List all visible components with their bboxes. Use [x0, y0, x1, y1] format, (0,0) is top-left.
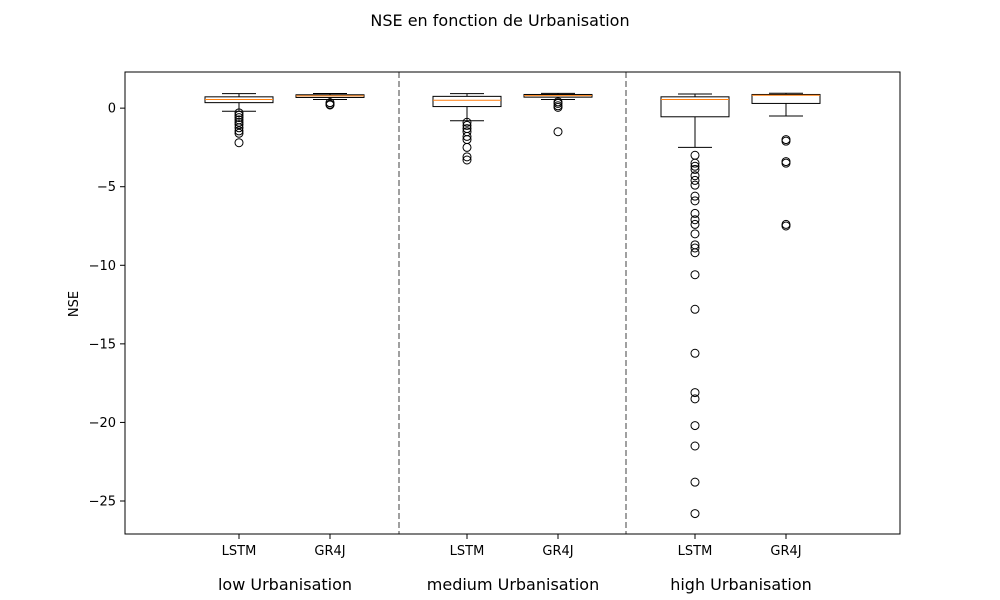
plot-frame	[124, 71, 901, 535]
plot-area: 0 −5 −10 −15 −20 −25 LSTM GR4J low Urbanisation L…	[89, 72, 821, 594]
y-tick-label: 0	[108, 102, 116, 117]
outlier-point	[553, 102, 563, 112]
outlier-point	[690, 196, 700, 206]
outlier-point	[690, 158, 700, 168]
outlier-point	[690, 243, 700, 253]
outlier-point	[234, 117, 244, 127]
outlier-point	[462, 120, 472, 130]
outlier-point	[690, 175, 700, 185]
outlier-point	[690, 215, 700, 225]
outlier-point	[781, 136, 791, 146]
y-tick-label: −15	[89, 337, 116, 352]
outlier-point	[234, 113, 244, 123]
outlier-point	[690, 208, 700, 218]
outlier-point	[690, 164, 700, 174]
outlier-point	[553, 98, 563, 108]
outlier-point	[690, 270, 700, 280]
outlier-point	[690, 421, 700, 431]
outlier-point	[325, 100, 335, 110]
outlier-point	[234, 128, 244, 138]
y-tick-label: −20	[89, 416, 116, 431]
outlier-point	[690, 394, 700, 404]
chart-title: NSE en fonction de Urbanisation	[370, 11, 629, 30]
outlier-point	[234, 138, 244, 148]
group-label: medium Urbanisation	[427, 575, 599, 594]
box-iqr	[432, 95, 502, 108]
group-label: low Urbanisation	[218, 575, 352, 594]
outlier-point	[462, 131, 472, 141]
outlier-point	[690, 219, 700, 229]
outlier-point	[690, 248, 700, 258]
outlier-point	[234, 126, 244, 136]
outlier-point	[690, 477, 700, 487]
outlier-point	[690, 441, 700, 451]
y-tick-label: −10	[89, 259, 116, 274]
x-tick-label: GR4J	[314, 544, 345, 559]
outlier-point	[781, 158, 791, 168]
outlier-point	[462, 117, 472, 127]
outlier-point	[690, 191, 700, 201]
outlier-point	[690, 304, 700, 314]
y-tick-label: −25	[89, 495, 116, 510]
outlier-point	[553, 127, 563, 137]
outlier-point	[781, 221, 791, 231]
outlier-point	[234, 108, 244, 118]
outlier-point	[690, 509, 700, 519]
outlier-point	[462, 155, 472, 165]
outlier-point	[234, 120, 244, 130]
outlier-point	[462, 152, 472, 162]
x-tick-label: GR4J	[542, 544, 573, 559]
box-iqr	[751, 93, 821, 104]
outlier-point	[690, 229, 700, 239]
y-axis-label: NSE	[67, 291, 82, 317]
outlier-point	[690, 161, 700, 171]
outlier-point	[690, 388, 700, 398]
y-tick-label: −5	[97, 180, 116, 195]
outlier-point	[690, 180, 700, 190]
outlier-point	[234, 123, 244, 133]
outlier-point	[462, 142, 472, 152]
x-tick-label: LSTM	[678, 544, 713, 559]
x-tick-label: GR4J	[770, 544, 801, 559]
outlier-point	[690, 150, 700, 160]
x-tick-label: LSTM	[450, 544, 485, 559]
box-iqr	[660, 96, 730, 118]
x-tick-label: LSTM	[222, 544, 257, 559]
outlier-point	[690, 348, 700, 358]
group-label: high Urbanisation	[670, 575, 812, 594]
outlier-point	[690, 171, 700, 181]
outlier-point	[234, 110, 244, 120]
